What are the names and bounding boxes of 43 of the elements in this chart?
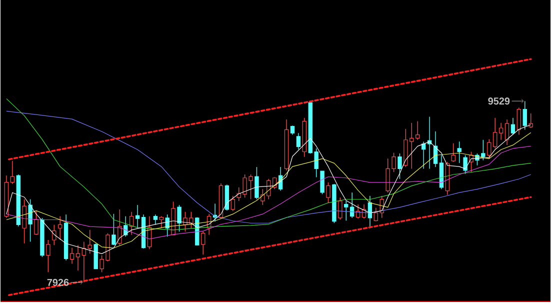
candlestick — [46, 240, 50, 272]
candlestick — [230, 195, 235, 212]
candlestick — [88, 229, 92, 254]
candlestick — [338, 197, 342, 220]
candlestick — [368, 195, 372, 228]
candlestick — [58, 216, 62, 240]
candlestick — [201, 231, 206, 255]
candlestick — [22, 198, 26, 244]
candlestick — [224, 184, 230, 211]
candlestick — [159, 216, 164, 228]
candlestick — [296, 132, 301, 150]
annotation: 9529 — [488, 97, 510, 104]
candlestick — [118, 208, 122, 246]
candlestick — [504, 119, 510, 146]
candlestick — [522, 100, 527, 130]
candlestick — [10, 160, 15, 184]
candlestick — [82, 241, 86, 283]
candlestick — [112, 213, 116, 246]
candlestick — [493, 117, 498, 149]
candlestick — [487, 138, 492, 159]
candlestick — [34, 210, 38, 236]
candlestick — [28, 198, 32, 242]
candlestick — [510, 117, 516, 135]
candlestick — [52, 224, 56, 246]
candlestick — [451, 142, 456, 162]
candlestick — [374, 207, 378, 222]
candlestick — [516, 107, 522, 135]
annotation: 7926 — [47, 278, 69, 286]
candlestick — [76, 244, 80, 271]
candlestick — [70, 247, 74, 264]
candlestick — [254, 166, 259, 200]
candlestick — [344, 200, 348, 221]
candlestick — [290, 125, 295, 135]
candlestick — [528, 112, 533, 128]
candlestick — [398, 152, 402, 180]
candlestick — [427, 116, 432, 169]
candlestick — [135, 204, 140, 228]
candlestick — [463, 154, 468, 174]
candlestick — [153, 214, 158, 225]
candlestick — [498, 122, 504, 140]
candlestick — [326, 182, 330, 203]
candlestick — [457, 141, 462, 164]
candlestick — [177, 204, 182, 232]
